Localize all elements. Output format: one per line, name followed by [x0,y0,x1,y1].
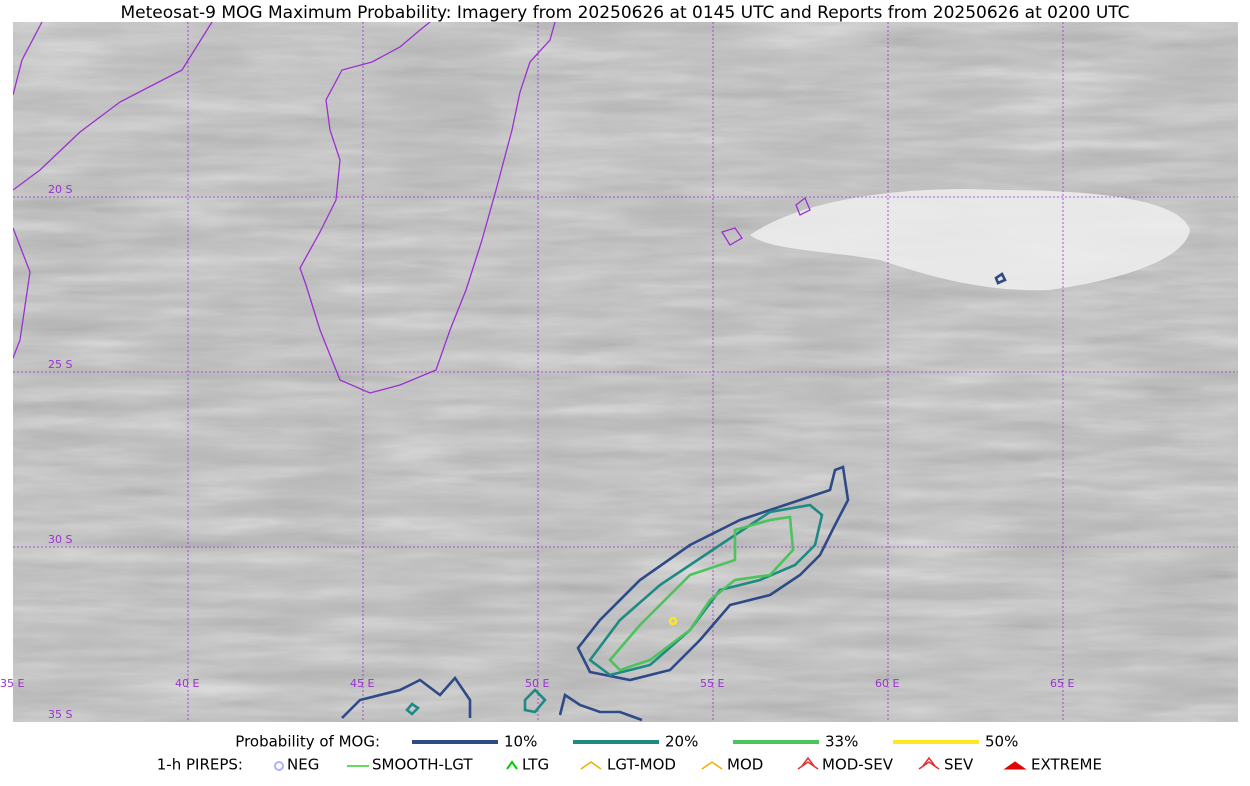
mog-contours [341,272,1007,722]
title: Meteosat-9 MOG Maximum Probability: Imag… [120,3,1129,23]
coastlines [13,22,811,394]
lon-label: 50 E [525,677,549,690]
lon-label: 55 E [700,677,724,690]
pirep-icon [274,761,284,771]
pirep-icon [701,761,723,770]
legend-title: 1-h PIREPS: [157,756,243,774]
cloud [750,189,1190,291]
lon-label: 40 E [175,677,199,690]
pirep-icon [797,761,819,770]
legend-title: Probability of MOG: [235,733,380,751]
lat-label: 25 S [48,358,72,371]
legend-label: SMOOTH-LGT [372,756,473,774]
legend-label: 33% [825,733,858,751]
legend-label: EXTREME [1031,756,1102,774]
graticule [13,22,1238,722]
pirep-icon [922,756,936,767]
legend-label: 50% [985,733,1018,751]
map [13,22,1238,722]
legend-label: NEG [287,756,319,774]
legend-label: 10% [504,733,537,751]
legend-label: MOD [727,756,763,774]
legend-label: SEV [944,756,974,774]
legend-label: 20% [665,733,698,751]
lat-label: 20 S [48,183,72,196]
lon-label: 65 E [1050,677,1074,690]
legend-label: LGT-MOD [607,756,676,774]
lon-label: 60 E [875,677,899,690]
pirep-icon [918,761,940,770]
axis-labels: 35 E 40 E 45 E 50 E 55 E 60 E 65 E 20 S 25 S 30 S… [0,183,1074,721]
pirep-icon [506,760,518,770]
pirep-icon [1003,761,1027,770]
lat-label: 35 S [48,708,72,721]
lon-label: 35 E [0,677,24,690]
pirep-icon [801,756,815,767]
legend-label: LTG [522,756,549,774]
legend: 10% 20% 33% 50% NEG SMOOTH-LGT LTG LGT-MOD MOD MO… [274,733,1102,774]
lon-label: 45 E [350,677,374,690]
pirep-icon [580,761,602,770]
lat-label: 30 S [48,533,72,546]
legend-label: MOD-SEV [822,756,894,774]
